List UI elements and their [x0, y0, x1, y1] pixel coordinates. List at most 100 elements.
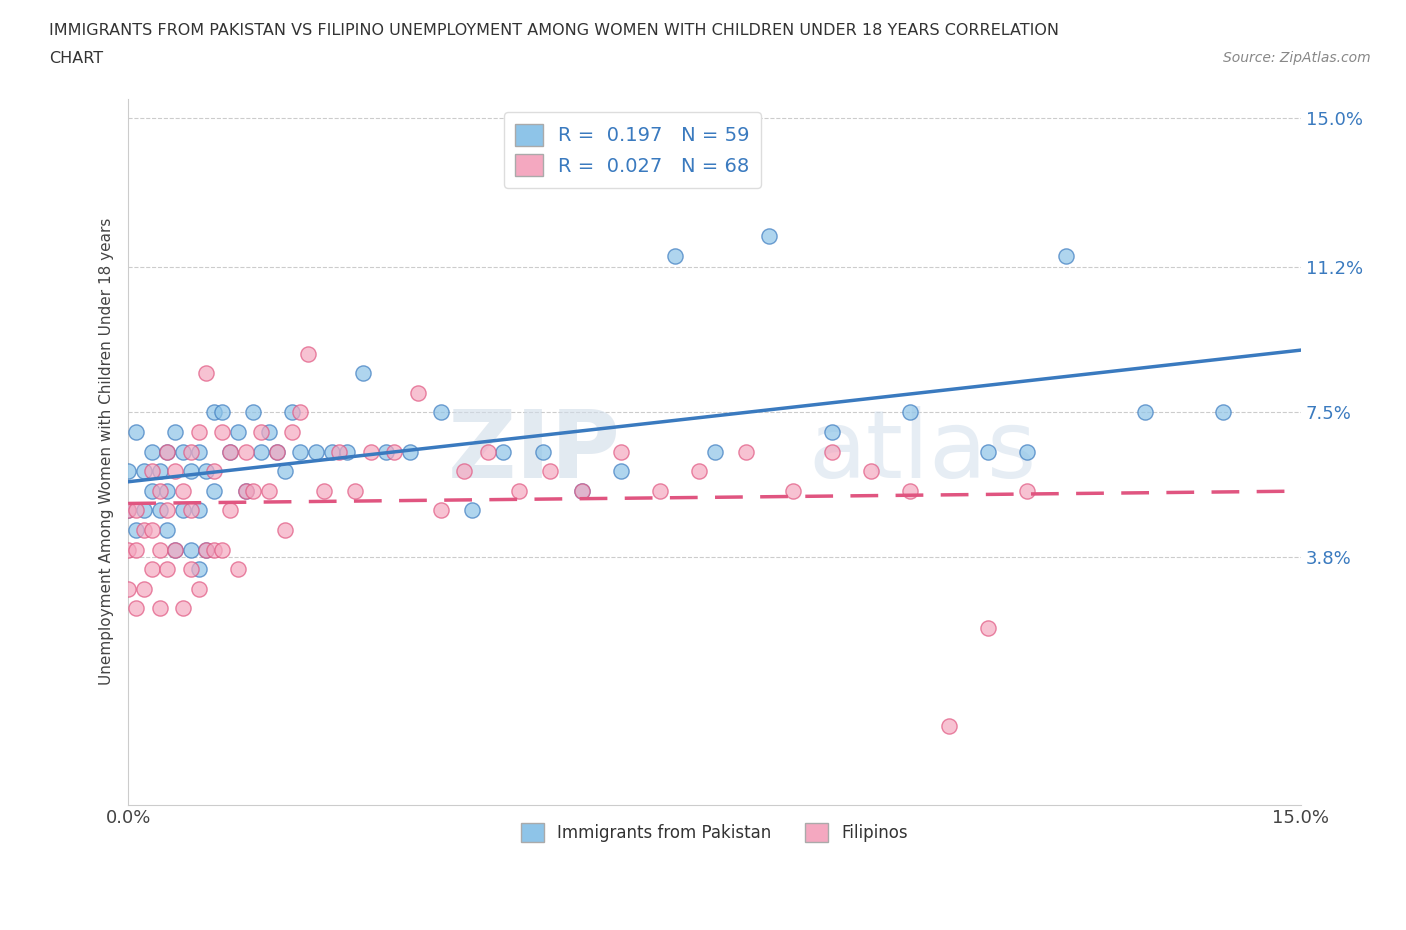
Point [250, 445, 273, 459]
Point [242, 405, 264, 419]
Point [211, 425, 233, 440]
Point [156, 445, 179, 459]
Point [648, 484, 671, 498]
Point [382, 445, 405, 459]
Point [461, 503, 484, 518]
Point [688, 464, 710, 479]
Point [281, 425, 304, 440]
Text: IMMIGRANTS FROM PAKISTAN VS FILIPINO UNEMPLOYMENT AMONG WOMEN WITH CHILDREN UNDE: IMMIGRANTS FROM PAKISTAN VS FILIPINO UNE… [49, 23, 1059, 38]
Point [202, 405, 225, 419]
Point [148, 601, 170, 616]
Point [336, 445, 359, 459]
Point [321, 445, 343, 459]
Point [132, 503, 155, 518]
Point [734, 445, 756, 459]
Point [758, 229, 780, 244]
Point [211, 405, 233, 419]
Text: atlas: atlas [808, 405, 1036, 498]
Point [187, 503, 209, 518]
Point [165, 542, 187, 557]
Legend: Immigrants from Pakistan, Filipinos: Immigrants from Pakistan, Filipinos [515, 817, 915, 849]
Point [187, 581, 209, 596]
Point [821, 425, 844, 440]
Point [938, 719, 960, 734]
Point [132, 581, 155, 596]
Point [180, 542, 202, 557]
Point [477, 445, 499, 459]
Point [117, 503, 139, 518]
Point [242, 484, 264, 498]
Point [141, 484, 163, 498]
Point [125, 542, 148, 557]
Point [187, 425, 209, 440]
Point [156, 484, 179, 498]
Point [125, 425, 148, 440]
Point [1133, 405, 1156, 419]
Point [125, 601, 148, 616]
Point [235, 484, 257, 498]
Point [218, 445, 240, 459]
Point [172, 445, 194, 459]
Point [430, 503, 453, 518]
Point [273, 523, 295, 538]
Point [180, 464, 202, 479]
Point [117, 464, 139, 479]
Point [148, 542, 170, 557]
Point [343, 484, 366, 498]
Point [165, 464, 187, 479]
Point [312, 484, 335, 498]
Y-axis label: Unemployment Among Women with Children Under 18 years: Unemployment Among Women with Children U… [100, 218, 114, 685]
Point [156, 503, 179, 518]
Point [172, 503, 194, 518]
Point [141, 523, 163, 538]
Point [235, 445, 257, 459]
Text: CHART: CHART [49, 51, 103, 66]
Point [898, 405, 921, 419]
Point [859, 464, 882, 479]
Text: Source: ZipAtlas.com: Source: ZipAtlas.com [1223, 51, 1371, 65]
Point [218, 503, 240, 518]
Point [235, 484, 257, 498]
Point [266, 445, 288, 459]
Point [141, 464, 163, 479]
Text: ZIP: ZIP [449, 405, 621, 498]
Point [290, 405, 312, 419]
Point [180, 562, 202, 577]
Point [148, 464, 170, 479]
Point [290, 445, 312, 459]
Point [148, 503, 170, 518]
Point [132, 523, 155, 538]
Point [328, 445, 350, 459]
Point [195, 542, 218, 557]
Point [117, 542, 139, 557]
Point [508, 484, 530, 498]
Point [211, 542, 233, 557]
Point [148, 484, 170, 498]
Point [202, 464, 225, 479]
Point [257, 425, 280, 440]
Point [195, 365, 218, 380]
Point [1054, 248, 1077, 263]
Point [821, 445, 844, 459]
Point [281, 405, 304, 419]
Point [430, 405, 453, 419]
Point [610, 464, 633, 479]
Point [156, 445, 179, 459]
Point [492, 445, 515, 459]
Point [571, 484, 593, 498]
Point [977, 620, 1000, 635]
Point [266, 445, 288, 459]
Point [180, 503, 202, 518]
Point [180, 445, 202, 459]
Point [125, 523, 148, 538]
Point [257, 484, 280, 498]
Point [977, 445, 1000, 459]
Point [156, 562, 179, 577]
Point [195, 542, 218, 557]
Point [453, 464, 475, 479]
Point [664, 248, 686, 263]
Point [703, 445, 725, 459]
Point [398, 445, 420, 459]
Point [172, 601, 194, 616]
Point [305, 445, 328, 459]
